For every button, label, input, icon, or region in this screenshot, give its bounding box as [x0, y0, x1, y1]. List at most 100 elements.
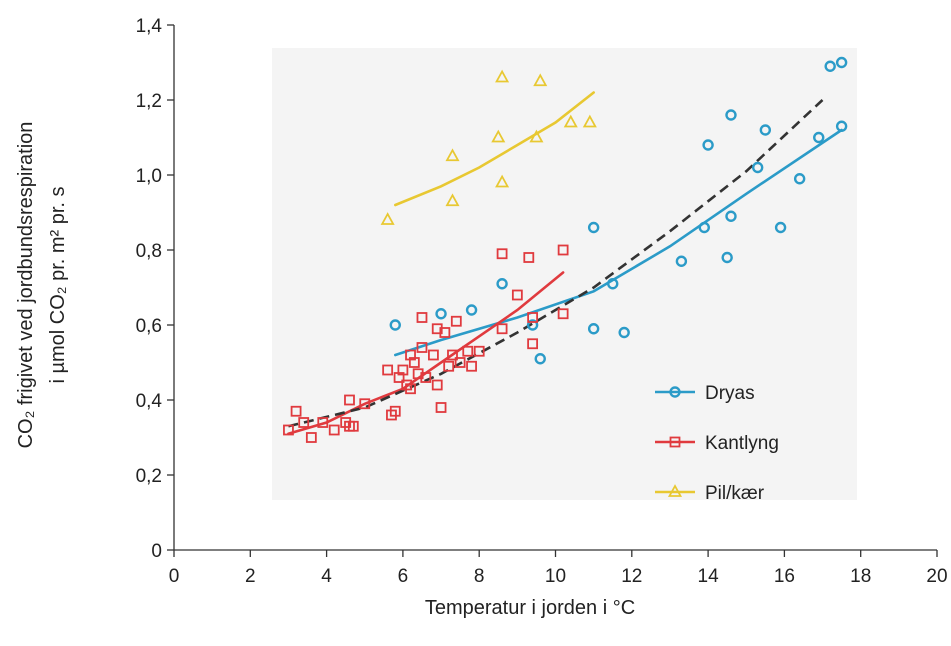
data-point-dryas: [526, 319, 539, 331]
fit-line-pil-k-r: [394, 91, 595, 207]
data-point-dryas: [587, 323, 600, 335]
data-point-kantlyng: [473, 345, 485, 357]
legend-marker-kantlyng: [669, 436, 681, 448]
data-point-dryas: [759, 124, 772, 136]
y-tick-label: 0,4: [136, 391, 163, 412]
data-point-kantlyng: [447, 349, 458, 361]
x-tick-label: 4: [321, 566, 332, 587]
data-point-pil-k-r: [533, 73, 548, 87]
data-point-dryas: [702, 139, 714, 151]
data-point-pil-k-r: [445, 148, 460, 162]
data-point-kantlyng: [496, 323, 508, 335]
data-point-kantlyng: [359, 398, 371, 410]
data-point-dryas: [835, 120, 848, 132]
y-axis: 0 0,2 0,4 0,6 0,8 1,0 1,2 1,4: [136, 16, 175, 562]
data-point-kantlyng: [317, 417, 329, 428]
data-point-kantlyng: [435, 402, 447, 413]
x-tick-label: 14: [698, 566, 720, 587]
data-point-kantlyng: [405, 383, 416, 395]
y-tick-label: 1,4: [136, 16, 163, 37]
x-tick-label: 20: [926, 566, 947, 587]
y-tick-label: 0,2: [136, 466, 162, 487]
data-point-pil-k-r: [495, 174, 510, 188]
x-tick-label: 18: [850, 566, 871, 587]
data-point-kantlyng: [450, 315, 462, 327]
data-point-kantlyng: [283, 424, 294, 436]
data-point-kantlyng: [347, 420, 359, 432]
data-point-kantlyng: [298, 417, 310, 428]
data-point-pil-k-r: [445, 193, 460, 207]
data-point-dryas: [813, 131, 825, 144]
data-point-pil-k-r: [529, 129, 544, 143]
data-point-pil-k-r: [563, 114, 578, 128]
x-tick-label: 12: [621, 566, 642, 587]
data-point-pil-k-r: [582, 114, 597, 128]
data-point-dryas: [774, 221, 787, 234]
data-point-kantlyng: [439, 327, 451, 338]
data-point-dryas: [607, 278, 619, 290]
data-point-kantlyng: [389, 405, 401, 417]
data-point-dryas: [534, 353, 546, 365]
y-axis-title-line1: CO₂ frigivet ved jordbundsrespiration: [15, 122, 37, 449]
fit-line-dryas: [394, 128, 843, 357]
data-point-kantlyng: [344, 394, 355, 406]
data-point-dryas: [465, 304, 478, 316]
data-point-kantlyng: [454, 357, 466, 368]
data-point-dryas: [496, 278, 508, 290]
x-tick-label: 8: [474, 566, 485, 587]
data-point-pil-k-r: [495, 69, 510, 83]
x-tick-label: 16: [774, 566, 795, 587]
data-point-dryas: [721, 251, 733, 264]
data-point-kantlyng: [382, 364, 394, 376]
y-tick-label: 1,2: [136, 91, 162, 112]
legend-label-dryas: Dryas: [705, 383, 755, 404]
legend-label-kantlyng: Kantlyng: [705, 433, 779, 454]
legend: Dryas Kantlyng Pil/kær: [655, 383, 779, 504]
y-tick-label: 0: [151, 541, 162, 562]
data-point-dryas: [725, 109, 737, 121]
data-point-dryas: [725, 210, 737, 222]
y-tick-label: 0,8: [136, 241, 162, 262]
data-point-kantlyng: [527, 312, 539, 323]
x-tick-label: 6: [398, 566, 409, 587]
data-point-kantlyng: [431, 379, 443, 391]
data-point-kantlyng: [557, 244, 569, 256]
data-point-dryas: [698, 221, 710, 234]
data-point-kantlyng: [428, 349, 439, 361]
data-point-dryas: [389, 319, 401, 331]
data-point-kantlyng: [443, 360, 455, 372]
data-point-kantlyng: [397, 364, 409, 376]
data-points: [283, 56, 848, 443]
plot-background: [272, 48, 857, 500]
data-point-kantlyng: [496, 248, 508, 260]
x-axis: 0 2 4 6 8 10 12 14 16 18 20: [169, 549, 948, 587]
y-axis-title-line2: i µmol CO₂ pr. m² pr. s: [47, 186, 69, 383]
y-tick-label: 1,0: [136, 166, 162, 187]
data-point-kantlyng: [557, 308, 569, 320]
data-point-kantlyng: [466, 360, 477, 372]
data-point-kantlyng: [416, 312, 428, 323]
x-tick-label: 0: [169, 566, 180, 587]
data-point-kantlyng: [305, 432, 317, 443]
data-point-dryas: [824, 60, 836, 72]
data-point-pil-k-r: [491, 129, 506, 143]
data-point-kantlyng: [328, 424, 340, 436]
data-point-pil-k-r: [380, 212, 395, 225]
x-tick-label: 2: [245, 566, 256, 587]
data-point-kantlyng: [511, 289, 523, 301]
data-point-dryas: [435, 308, 447, 320]
data-point-kantlyng: [420, 372, 432, 383]
data-point-dryas: [835, 56, 848, 69]
data-point-kantlyng: [527, 338, 539, 350]
data-point-dryas: [618, 326, 630, 339]
combined-fit-line: [288, 99, 824, 428]
data-point-kantlyng: [416, 342, 428, 353]
x-axis-title: Temperatur i jorden i °C: [425, 597, 635, 619]
data-point-kantlyng: [462, 345, 474, 357]
legend-marker-pil-k-r: [667, 484, 683, 497]
data-point-kantlyng: [408, 357, 420, 368]
data-point-dryas: [793, 173, 806, 185]
legend-marker-dryas: [669, 386, 681, 398]
data-point-dryas: [675, 255, 688, 267]
